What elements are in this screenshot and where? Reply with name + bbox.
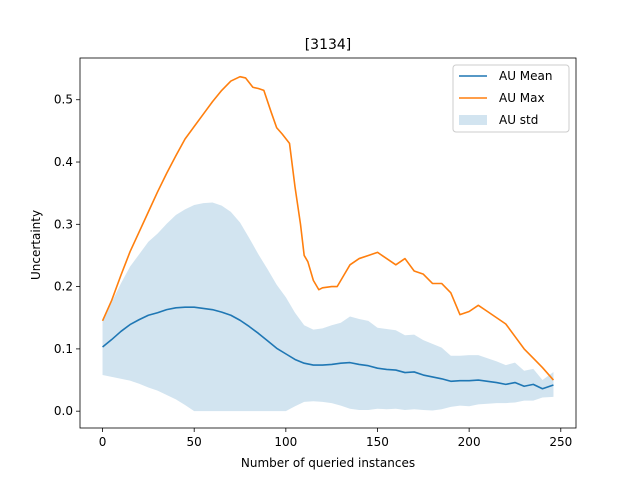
x-tick-label: 250 (549, 435, 572, 449)
y-tick-label: 0.1 (54, 342, 73, 356)
legend: AU Mean AU Max AU std (452, 64, 570, 133)
x-axis-label: Number of queried instances (241, 456, 415, 470)
chart-title: [3134] (305, 37, 352, 53)
y-tick-label: 0.0 (54, 404, 73, 418)
au-std-band (102, 202, 554, 412)
x-tick-label: 100 (274, 435, 297, 449)
series-line-au-mean (102, 306, 554, 390)
y-tick-label: 0.4 (54, 155, 73, 169)
legend-label-au-max: AU Max (499, 91, 545, 105)
plot-area: 0 50 100 150 200 250 0.0 0.1 0.2 0.3 0.4 0.5 (54, 57, 577, 449)
x-tick-label: 50 (187, 435, 202, 449)
x-tick-label: 150 (366, 435, 389, 449)
x-tick-label: 0 (99, 435, 107, 449)
axes-frame (79, 57, 577, 429)
legend-swatch-au-std (459, 115, 487, 125)
y-tick-label: 0.3 (54, 217, 73, 231)
y-axis-label: Uncertainty (29, 210, 43, 280)
legend-label-au-mean: AU Mean (499, 69, 553, 83)
legend-label-au-std: AU std (499, 113, 538, 127)
y-tick-label: 0.2 (54, 280, 73, 294)
y-tick-label: 0.5 (54, 93, 73, 107)
legend-box (452, 64, 570, 133)
x-tick-label: 200 (458, 435, 481, 449)
series-line-au-max (101, 75, 555, 381)
